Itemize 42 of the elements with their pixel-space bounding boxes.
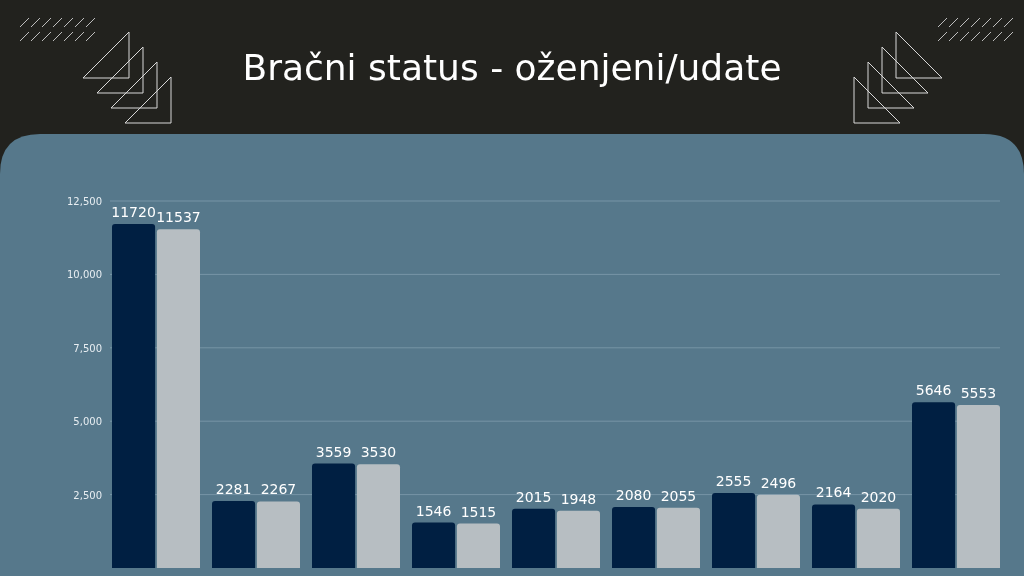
bar [912,402,956,568]
data-label: 2281 [215,481,252,498]
bar [956,404,1000,568]
bar [756,494,800,568]
y-tick-label: 12,500 [67,196,102,207]
data-label: 5553 [960,384,997,401]
bar [456,523,500,568]
data-label: 1948 [560,490,597,507]
bar [612,506,656,568]
data-label: 2496 [760,474,797,491]
bar [256,501,300,568]
data-label: 2267 [260,481,297,498]
bar [856,508,900,568]
bar [556,510,600,568]
bar [112,223,156,568]
data-label: 2164 [815,484,852,501]
data-label: 5646 [915,382,952,399]
data-label: 11537 [156,209,201,226]
bar [712,492,756,568]
data-label: 2020 [860,488,897,505]
bar [512,508,556,568]
bar [812,504,856,568]
bar [156,229,200,568]
data-label: 11720 [111,203,156,220]
data-label: 2555 [715,472,752,489]
bar [312,463,356,568]
data-label: 2080 [615,486,652,503]
data-label: 2055 [660,487,697,504]
y-tick-label: 5,000 [73,416,102,428]
data-label: 3559 [315,443,352,460]
chart-title: Bračni status - oženjeni/udate [242,47,782,88]
data-label: 3530 [360,444,397,461]
bar [356,464,400,568]
bar [212,501,256,568]
data-label: 2015 [515,488,552,505]
data-label: 1546 [415,502,452,519]
bar [656,507,700,568]
y-tick-label: 10,000 [67,269,102,281]
bar [412,522,456,568]
y-tick-label: 7,500 [73,342,102,354]
data-label: 1515 [460,503,497,520]
y-tick-label: 2,500 [73,489,102,501]
